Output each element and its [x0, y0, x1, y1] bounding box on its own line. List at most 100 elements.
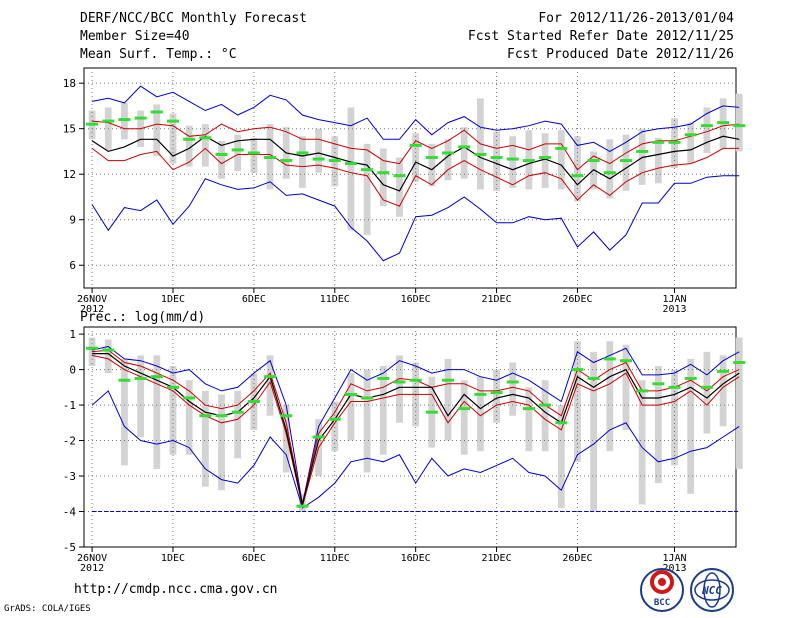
spread-box [719, 355, 727, 427]
x-tick-label: 1JAN [662, 553, 686, 564]
x-tick-label: 26NOV [77, 553, 107, 564]
spread-box [396, 355, 403, 423]
x-year-label: 2013 [662, 563, 686, 574]
spread-box [557, 405, 565, 508]
spread-box [654, 366, 662, 484]
max-series-line [92, 85, 740, 152]
x-tick-label: 16DEC [401, 553, 431, 564]
spread-box [493, 131, 500, 191]
y-tick-label: 0 [69, 364, 76, 377]
spread-box [412, 133, 420, 182]
spread-box [622, 134, 630, 191]
x-tick-label: 1DEC [161, 553, 185, 564]
mean-series-line [92, 353, 740, 505]
spread-box [266, 355, 274, 416]
x-tick-label: 21DEC [482, 553, 512, 564]
x-tick-label: 11DEC [320, 294, 350, 305]
spread-box [347, 107, 355, 231]
bcc-logo-text: BCC [654, 598, 670, 608]
spread-box [493, 369, 500, 423]
spread-box [687, 122, 695, 164]
x-tick-label: 6DEC [242, 553, 266, 564]
ncc-logo-text: NCC [701, 584, 722, 597]
spread-box [331, 401, 339, 452]
spread-box [476, 376, 484, 452]
spread-box [509, 362, 517, 416]
x-tick-label: 6DEC [242, 294, 266, 305]
spread-box [363, 143, 371, 235]
mean-series-line [91, 135, 740, 192]
spread-box [460, 380, 468, 455]
spread-box [638, 380, 646, 505]
y-tick-label: 1 [69, 328, 76, 341]
spread-box [153, 355, 161, 469]
spread-box [509, 136, 517, 188]
min-series-line [91, 175, 740, 262]
plot-frame [83, 326, 737, 548]
spread-box [185, 380, 193, 455]
y-tick-label: -1 [63, 399, 76, 412]
spread-box [735, 337, 743, 469]
forecast-start-date: Fcst Started Refer Date 2012/11/25 [467, 29, 734, 44]
spread-box [444, 139, 452, 181]
member-size-label: Member Size=40 [80, 29, 190, 44]
spread-box [169, 113, 177, 164]
spread-box [347, 373, 355, 441]
x-year-label: 2012 [80, 563, 104, 574]
min-series-line [91, 390, 740, 509]
x-tick-label: 26NOV [77, 294, 107, 305]
spread-box [687, 358, 695, 494]
spread-box [185, 125, 193, 167]
logos: BCC NCC [640, 568, 734, 612]
spread-box [671, 369, 678, 466]
x-tick-label: 16DEC [401, 294, 431, 305]
x-tick-label: 26DEC [562, 294, 592, 305]
x-year-label: 2013 [662, 304, 686, 315]
forecast-produced-date: Fcst Produced Date 2012/11/26 [507, 47, 734, 62]
spread-box [606, 341, 614, 452]
spread-box [153, 104, 161, 156]
y-tick-label: 18 [63, 77, 76, 90]
spread-box [638, 128, 646, 185]
spread-box [654, 137, 662, 184]
x-tick-label: 26DEC [562, 553, 592, 564]
y-tick-label: 15 [63, 123, 76, 136]
y-tick-label: -4 [63, 506, 77, 519]
spread-box [234, 134, 242, 172]
spread-box [121, 102, 128, 140]
spread-box [234, 390, 242, 459]
forecast-period: For 2012/11/26-2013/01/04 [538, 11, 734, 26]
spread-box [137, 355, 145, 437]
spread-box [121, 358, 128, 466]
precip-variable-label: Prec.: log(mm/d) [80, 310, 206, 325]
spread-box [282, 405, 290, 473]
spread-box [574, 341, 581, 462]
y-tick-label: -5 [63, 541, 76, 554]
spread-box [703, 107, 711, 153]
upper-series-line [92, 120, 740, 171]
y-tick-label: 12 [63, 168, 76, 181]
y-tick-label: -2 [63, 435, 76, 448]
spread-box [541, 380, 549, 452]
x-year-label: 2012 [80, 304, 104, 315]
spread-box [250, 137, 258, 173]
y-tick-label: 9 [69, 214, 76, 227]
spread-box [444, 358, 452, 441]
spread-box [379, 148, 387, 207]
spread-box [218, 140, 225, 179]
x-tick-label: 11DEC [320, 553, 350, 564]
spread-box [622, 344, 630, 430]
spread-box [104, 339, 112, 374]
spread-box [525, 387, 533, 452]
spread-box [460, 127, 468, 179]
y-tick-label: 6 [69, 259, 76, 272]
variable-label: Mean Surf. Temp.: °C [80, 47, 237, 62]
spread-box [299, 136, 306, 188]
grads-credit: GrADS: COLA/IGES [4, 604, 91, 614]
spread-box [590, 351, 598, 512]
spread-box [735, 93, 743, 152]
source-url[interactable]: http://cmdp.ncc.cma.gov.cn [74, 582, 278, 597]
bcc-logo: BCC [640, 568, 684, 612]
